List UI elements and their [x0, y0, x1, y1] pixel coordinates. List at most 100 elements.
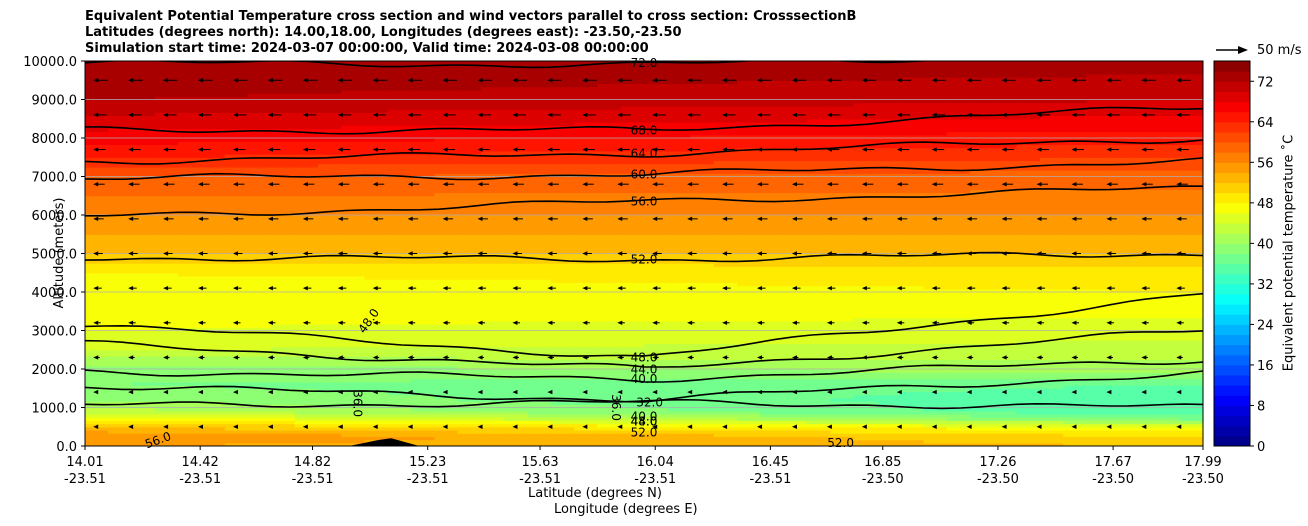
field-cell [620, 385, 645, 389]
field-cell [1039, 375, 1064, 380]
field-cell [1039, 308, 1064, 312]
field-cell [644, 195, 668, 200]
field-cell [993, 109, 1018, 113]
field-cell [85, 317, 109, 322]
field-cell [154, 86, 179, 91]
field-cell [504, 115, 529, 120]
field-cell [154, 298, 179, 303]
field-cell [620, 96, 645, 101]
field-cell [900, 192, 925, 197]
field-cell [387, 330, 412, 335]
field-cell [620, 433, 645, 437]
field-cell [480, 420, 505, 425]
field-cell [574, 346, 599, 351]
field-cell [876, 372, 901, 377]
field-cell [550, 292, 575, 296]
field-cell [108, 86, 133, 91]
field-cell [108, 417, 133, 421]
field-cell [317, 157, 342, 162]
field-cell [108, 375, 133, 380]
field-cell [830, 343, 855, 348]
field-cell [248, 346, 272, 351]
field-cell [853, 288, 878, 293]
field-cell [271, 266, 296, 271]
field-cell [434, 118, 459, 123]
field-cell [900, 96, 925, 101]
field-cell [876, 301, 901, 306]
field-cell [574, 176, 599, 181]
field-cell [480, 333, 505, 338]
field-cell [457, 439, 482, 444]
field-cell [131, 147, 156, 152]
field-cell [923, 70, 948, 75]
field-cell [876, 150, 901, 155]
field-cell [480, 269, 505, 274]
field-cell [620, 150, 645, 155]
field-cell [830, 407, 855, 412]
field-cell [85, 256, 109, 261]
field-cell [597, 298, 622, 303]
field-cell [1016, 227, 1041, 232]
field-cell [946, 125, 971, 129]
field-cell [597, 423, 622, 428]
field-cell [667, 279, 692, 283]
field-cell [131, 173, 156, 178]
field-cell [620, 304, 645, 309]
field-cell [900, 109, 925, 113]
field-cell [387, 385, 412, 389]
field-cell [317, 314, 342, 319]
field-cell [760, 112, 785, 117]
field-cell [1016, 349, 1041, 354]
field-cell [504, 224, 529, 229]
field-cell [550, 253, 575, 258]
field-cell [527, 388, 552, 393]
field-cell [946, 157, 971, 162]
field-cell [527, 295, 552, 300]
field-cell [993, 173, 1018, 178]
field-cell [224, 80, 249, 85]
field-cell [783, 118, 808, 123]
field-cell [550, 324, 575, 328]
field-cell [294, 89, 319, 94]
field-cell [900, 157, 925, 162]
field-cell [131, 362, 156, 367]
field-cell [970, 436, 994, 441]
field-cell [1039, 304, 1064, 309]
field-cell [480, 144, 505, 149]
field-cell [993, 288, 1018, 293]
field-cell [993, 385, 1018, 389]
field-cell [644, 115, 668, 120]
field-cell [317, 369, 342, 373]
field-cell [131, 397, 156, 402]
field-cell [224, 375, 249, 380]
field-cell [644, 314, 668, 319]
field-cell [644, 388, 668, 393]
field-cell [1016, 394, 1041, 399]
field-cell [946, 166, 971, 171]
field-cell [900, 144, 925, 149]
field-cell [85, 311, 109, 316]
field-cell [201, 311, 226, 316]
field-cell [550, 202, 575, 206]
field-cell [853, 314, 878, 319]
field-cell [760, 314, 785, 319]
field-cell [993, 433, 1018, 437]
field-cell [108, 279, 133, 283]
field-cell [900, 436, 925, 441]
field-cell [1016, 115, 1041, 120]
field-cell [946, 231, 971, 235]
field-cell [248, 433, 272, 437]
field-cell [853, 298, 878, 303]
field-cell [830, 173, 855, 178]
field-cell [434, 198, 459, 203]
field-cell [876, 275, 901, 280]
field-cell [713, 83, 738, 88]
field-cell [224, 221, 249, 226]
field-cell [807, 417, 831, 421]
field-cell [923, 93, 948, 97]
field-cell [527, 218, 552, 223]
field-cell [923, 211, 948, 216]
field-cell [876, 147, 901, 152]
field-cell [271, 279, 296, 283]
field-cell [480, 170, 505, 174]
